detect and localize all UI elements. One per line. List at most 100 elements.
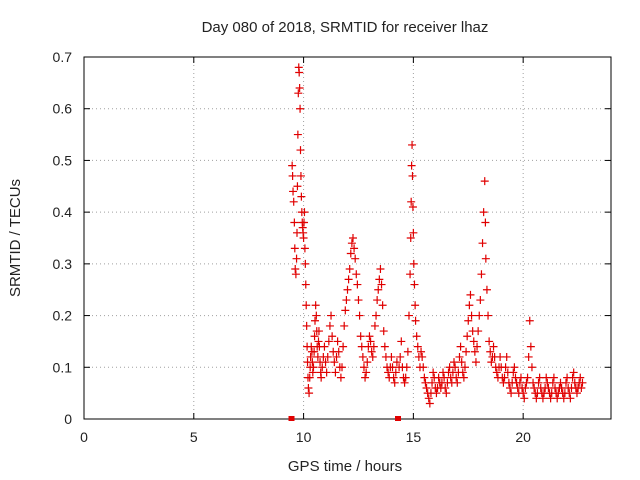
- data-point: [300, 218, 309, 227]
- data-point: [344, 275, 353, 284]
- data-point: [507, 389, 516, 398]
- data-point: [343, 285, 352, 294]
- data-point: [353, 280, 362, 289]
- data-point: [527, 363, 536, 372]
- data-point: [455, 352, 464, 361]
- data-point: [471, 358, 480, 367]
- y-tick-label: 0.6: [53, 101, 73, 117]
- data-point: [387, 352, 396, 361]
- data-point: [470, 347, 479, 356]
- data-point: [308, 358, 317, 367]
- data-point: [418, 352, 427, 361]
- data-point: [523, 373, 532, 382]
- y-tick-label: 0.7: [53, 49, 73, 65]
- data-point: [305, 373, 314, 382]
- data-point: [484, 311, 493, 320]
- data-point: [428, 378, 437, 387]
- data-point: [392, 358, 401, 367]
- data-point: [401, 373, 410, 382]
- data-point: [348, 234, 357, 242]
- data-point: [451, 363, 460, 372]
- data-point: [334, 347, 343, 356]
- data-point: [336, 373, 345, 382]
- data-point: [377, 280, 386, 289]
- data-point: [296, 104, 305, 113]
- data-point: [549, 373, 558, 382]
- data-point: [301, 280, 310, 289]
- data-point: [542, 373, 551, 382]
- y-axis-label: SRMTID / TECUs: [7, 179, 24, 297]
- data-point: [311, 316, 320, 325]
- data-point: [466, 290, 475, 299]
- data-point: [410, 280, 419, 289]
- data-point: [311, 301, 320, 310]
- data-point: [296, 171, 305, 180]
- data-point: [502, 352, 511, 361]
- data-point: [374, 285, 383, 294]
- x-tick-label: 20: [515, 429, 531, 445]
- data-point: [300, 208, 309, 217]
- data-point: [407, 161, 416, 170]
- data-point: [376, 265, 385, 274]
- data-point: [380, 342, 389, 351]
- data-point: [568, 373, 577, 382]
- data-point: [339, 342, 348, 351]
- data-point: [408, 171, 417, 180]
- data-point: [356, 332, 365, 341]
- data-point: [310, 332, 319, 341]
- data-point: [314, 337, 323, 346]
- data-point: [456, 342, 465, 351]
- axis-ticks: [83, 56, 611, 420]
- data-point: [310, 347, 319, 356]
- data-point: [422, 383, 431, 392]
- data-point: [561, 378, 570, 387]
- data-point: [375, 275, 384, 284]
- data-point: [378, 301, 387, 310]
- data-point: [358, 352, 367, 361]
- data-point: [404, 311, 413, 320]
- data-point: [408, 202, 417, 211]
- data-point: [406, 234, 415, 242]
- data-point: [365, 332, 374, 341]
- data-point: [412, 332, 421, 341]
- data-point: [474, 327, 483, 336]
- plot-frame: [83, 56, 612, 420]
- data-point: [304, 383, 313, 392]
- data-point: [424, 394, 433, 403]
- data-point: [420, 373, 429, 382]
- y-tick-label: 0.5: [53, 152, 73, 168]
- x-tick-label: 0: [80, 429, 88, 445]
- data-point: [457, 358, 466, 367]
- data-point: [362, 368, 371, 377]
- data-point: [406, 270, 415, 279]
- data-point: [293, 182, 302, 191]
- data-point: [320, 342, 329, 351]
- data-point: [291, 270, 300, 279]
- data-point: [355, 311, 364, 320]
- data-point: [534, 378, 543, 387]
- data-point: [297, 192, 306, 201]
- data-point: [411, 301, 420, 310]
- data-point: [351, 254, 360, 263]
- data-point: [477, 270, 486, 279]
- data-point: [465, 301, 474, 310]
- data-point: [501, 363, 510, 372]
- data-point: [442, 389, 451, 398]
- data-point: [578, 378, 587, 387]
- data-point: [486, 347, 495, 356]
- data-point: [462, 347, 471, 356]
- data-points: [288, 63, 587, 421]
- data-point: [347, 239, 356, 248]
- data-point: [363, 358, 372, 367]
- data-point: [288, 171, 297, 180]
- data-point: [354, 296, 363, 305]
- data-point: [332, 352, 341, 361]
- data-point: [409, 228, 418, 237]
- data-point: [309, 363, 318, 372]
- data-point: [370, 321, 379, 330]
- data-point: [368, 352, 377, 361]
- data-point: [467, 311, 476, 320]
- data-point: [400, 378, 409, 387]
- data-point: [505, 383, 514, 392]
- data-point: [373, 296, 382, 305]
